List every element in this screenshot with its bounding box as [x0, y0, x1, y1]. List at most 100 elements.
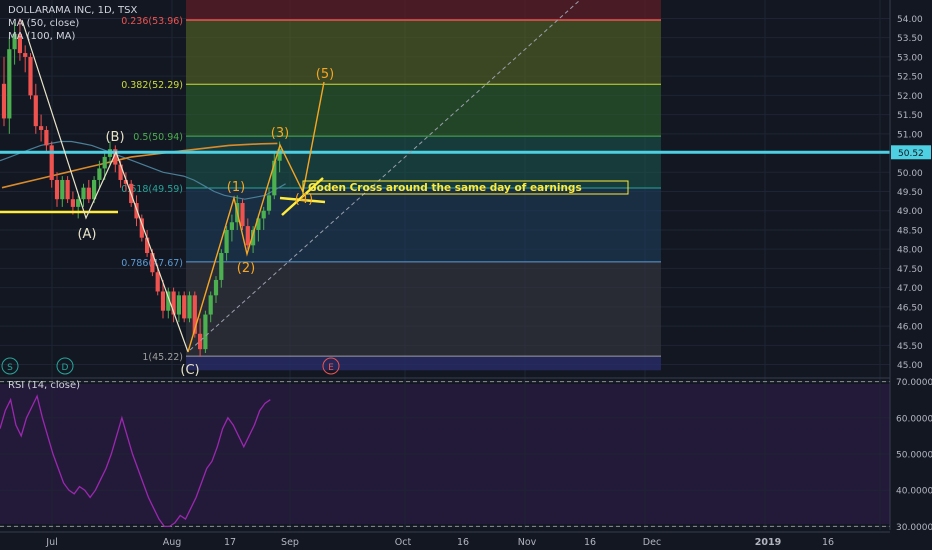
- rsi-line: [0, 394, 271, 528]
- candle-body: [155, 272, 160, 292]
- fib-zone: [186, 84, 661, 137]
- candle-body: [166, 291, 171, 311]
- fib-zone: [186, 188, 661, 262]
- candle-body: [176, 295, 181, 315]
- event-marker-label: S: [7, 363, 13, 373]
- wave-label: (4): [295, 192, 313, 207]
- candle-body: [92, 179, 97, 200]
- candle-body: [219, 253, 224, 280]
- candle-body: [44, 129, 49, 146]
- candle-body: [208, 295, 213, 315]
- price-axis-bg: [890, 0, 932, 550]
- price-tick-label: 54.00: [897, 15, 923, 25]
- candle-body: [70, 199, 75, 207]
- price-tick-label: 48.00: [897, 246, 923, 256]
- candle-body: [182, 295, 187, 319]
- wave-impulse-path: [187, 81, 325, 353]
- time-tick-label: Nov: [518, 537, 537, 548]
- candle-body: [81, 187, 86, 200]
- time-tick-label: 16: [822, 537, 834, 548]
- candle-body: [7, 49, 12, 119]
- drawings: Goden Cross around the same day of earni…: [0, 0, 890, 378]
- candle-body: [203, 314, 208, 350]
- candle-body: [33, 95, 38, 127]
- candle-body: [118, 164, 123, 180]
- candle-body: [23, 53, 28, 57]
- candle-body: [17, 33, 22, 54]
- candle-body: [187, 295, 192, 319]
- event-marker: [1, 357, 19, 375]
- last-price-tag: [891, 145, 931, 160]
- candle-body: [229, 222, 234, 230]
- rsi-tick-label: 40.0000: [896, 487, 932, 497]
- rsi-pane: [0, 381, 890, 528]
- time-tick-label: Sep: [281, 537, 299, 548]
- candle-body: [102, 156, 107, 169]
- wave-label: (1): [227, 180, 245, 195]
- candle-body: [256, 218, 261, 230]
- golden-cross-marker: [279, 196, 326, 204]
- event-marker: [56, 357, 74, 375]
- fib-zone: [186, 136, 661, 189]
- candle-body: [192, 295, 197, 334]
- price-tick-label: 48.50: [897, 226, 923, 236]
- candle-body: [76, 199, 81, 207]
- candle-body: [12, 33, 17, 50]
- event-marker-label: E: [328, 363, 334, 373]
- price-tick-label: 52.00: [897, 92, 923, 102]
- candle-body: [65, 179, 70, 200]
- candle-body: [97, 168, 102, 180]
- ma50-legend[interactable]: MA (50, close): [8, 18, 80, 29]
- time-tick-label: Jul: [45, 537, 57, 548]
- symbol-title[interactable]: DOLLARAMA INC, 1D, TSX: [8, 5, 138, 16]
- price-tick-label: 51.00: [897, 130, 923, 140]
- candle-body: [240, 203, 245, 227]
- time-tick-label: 17: [224, 537, 236, 548]
- candle-body: [245, 226, 250, 246]
- fib-level-label: 0.236(53.96): [121, 16, 183, 27]
- fib-level-label: 1(45.22): [142, 352, 183, 363]
- candle-body: [28, 56, 33, 96]
- note-box: [302, 180, 629, 195]
- price-tick-label: 53.50: [897, 34, 923, 44]
- candle-body: [54, 179, 60, 200]
- candle-body: [60, 179, 65, 200]
- chart-legend: DOLLARAMA INC, 1D, TSX MA (50, close) MA…: [8, 4, 137, 43]
- fib-level-label: 0.618(49.59): [121, 184, 183, 195]
- time-tick-label: Aug: [163, 537, 182, 548]
- wave-label: (B): [105, 130, 124, 145]
- candle-body: [39, 126, 44, 130]
- fib-zone: [186, 0, 661, 20]
- wave-label: (2): [237, 261, 255, 276]
- candle-body: [49, 145, 54, 180]
- time-tick-label: 16: [457, 537, 469, 548]
- candle-body: [261, 210, 266, 219]
- candle-body: [266, 195, 272, 211]
- ma100-legend[interactable]: MA (100, MA): [8, 31, 76, 42]
- rsi-legend[interactable]: RSI (14, close): [8, 380, 81, 391]
- candle-body: [160, 291, 166, 311]
- candle-body: [86, 187, 91, 200]
- candle-body: [198, 333, 203, 350]
- price-tick-label: 53.00: [897, 53, 923, 63]
- rsi-tick-label: 60.0000: [896, 414, 932, 424]
- time-axis: Jul Aug 17 Sep Oct 16 Nov 16 Dec 2019 16: [0, 531, 890, 548]
- price-tick-label: 45.00: [897, 361, 923, 371]
- candle-body: [145, 237, 150, 254]
- rsi-tick-label: 30.0000: [896, 523, 932, 533]
- trend-line: [189, 0, 581, 351]
- fib-zone: [186, 261, 661, 357]
- ma100-line: [1, 142, 278, 189]
- candle-body: [139, 218, 144, 238]
- time-tick-label: 2019: [755, 537, 781, 548]
- candle-body: [224, 229, 229, 254]
- candle-body: [1, 83, 7, 119]
- last-price-tag-label: 50.52: [898, 149, 924, 159]
- candle-body: [113, 149, 118, 165]
- wave-abc-path: [21, 19, 189, 353]
- event-marker-label: D: [62, 363, 69, 373]
- candle-body: [272, 160, 277, 196]
- time-tick-label: Dec: [643, 537, 661, 548]
- event-marker: [322, 357, 340, 375]
